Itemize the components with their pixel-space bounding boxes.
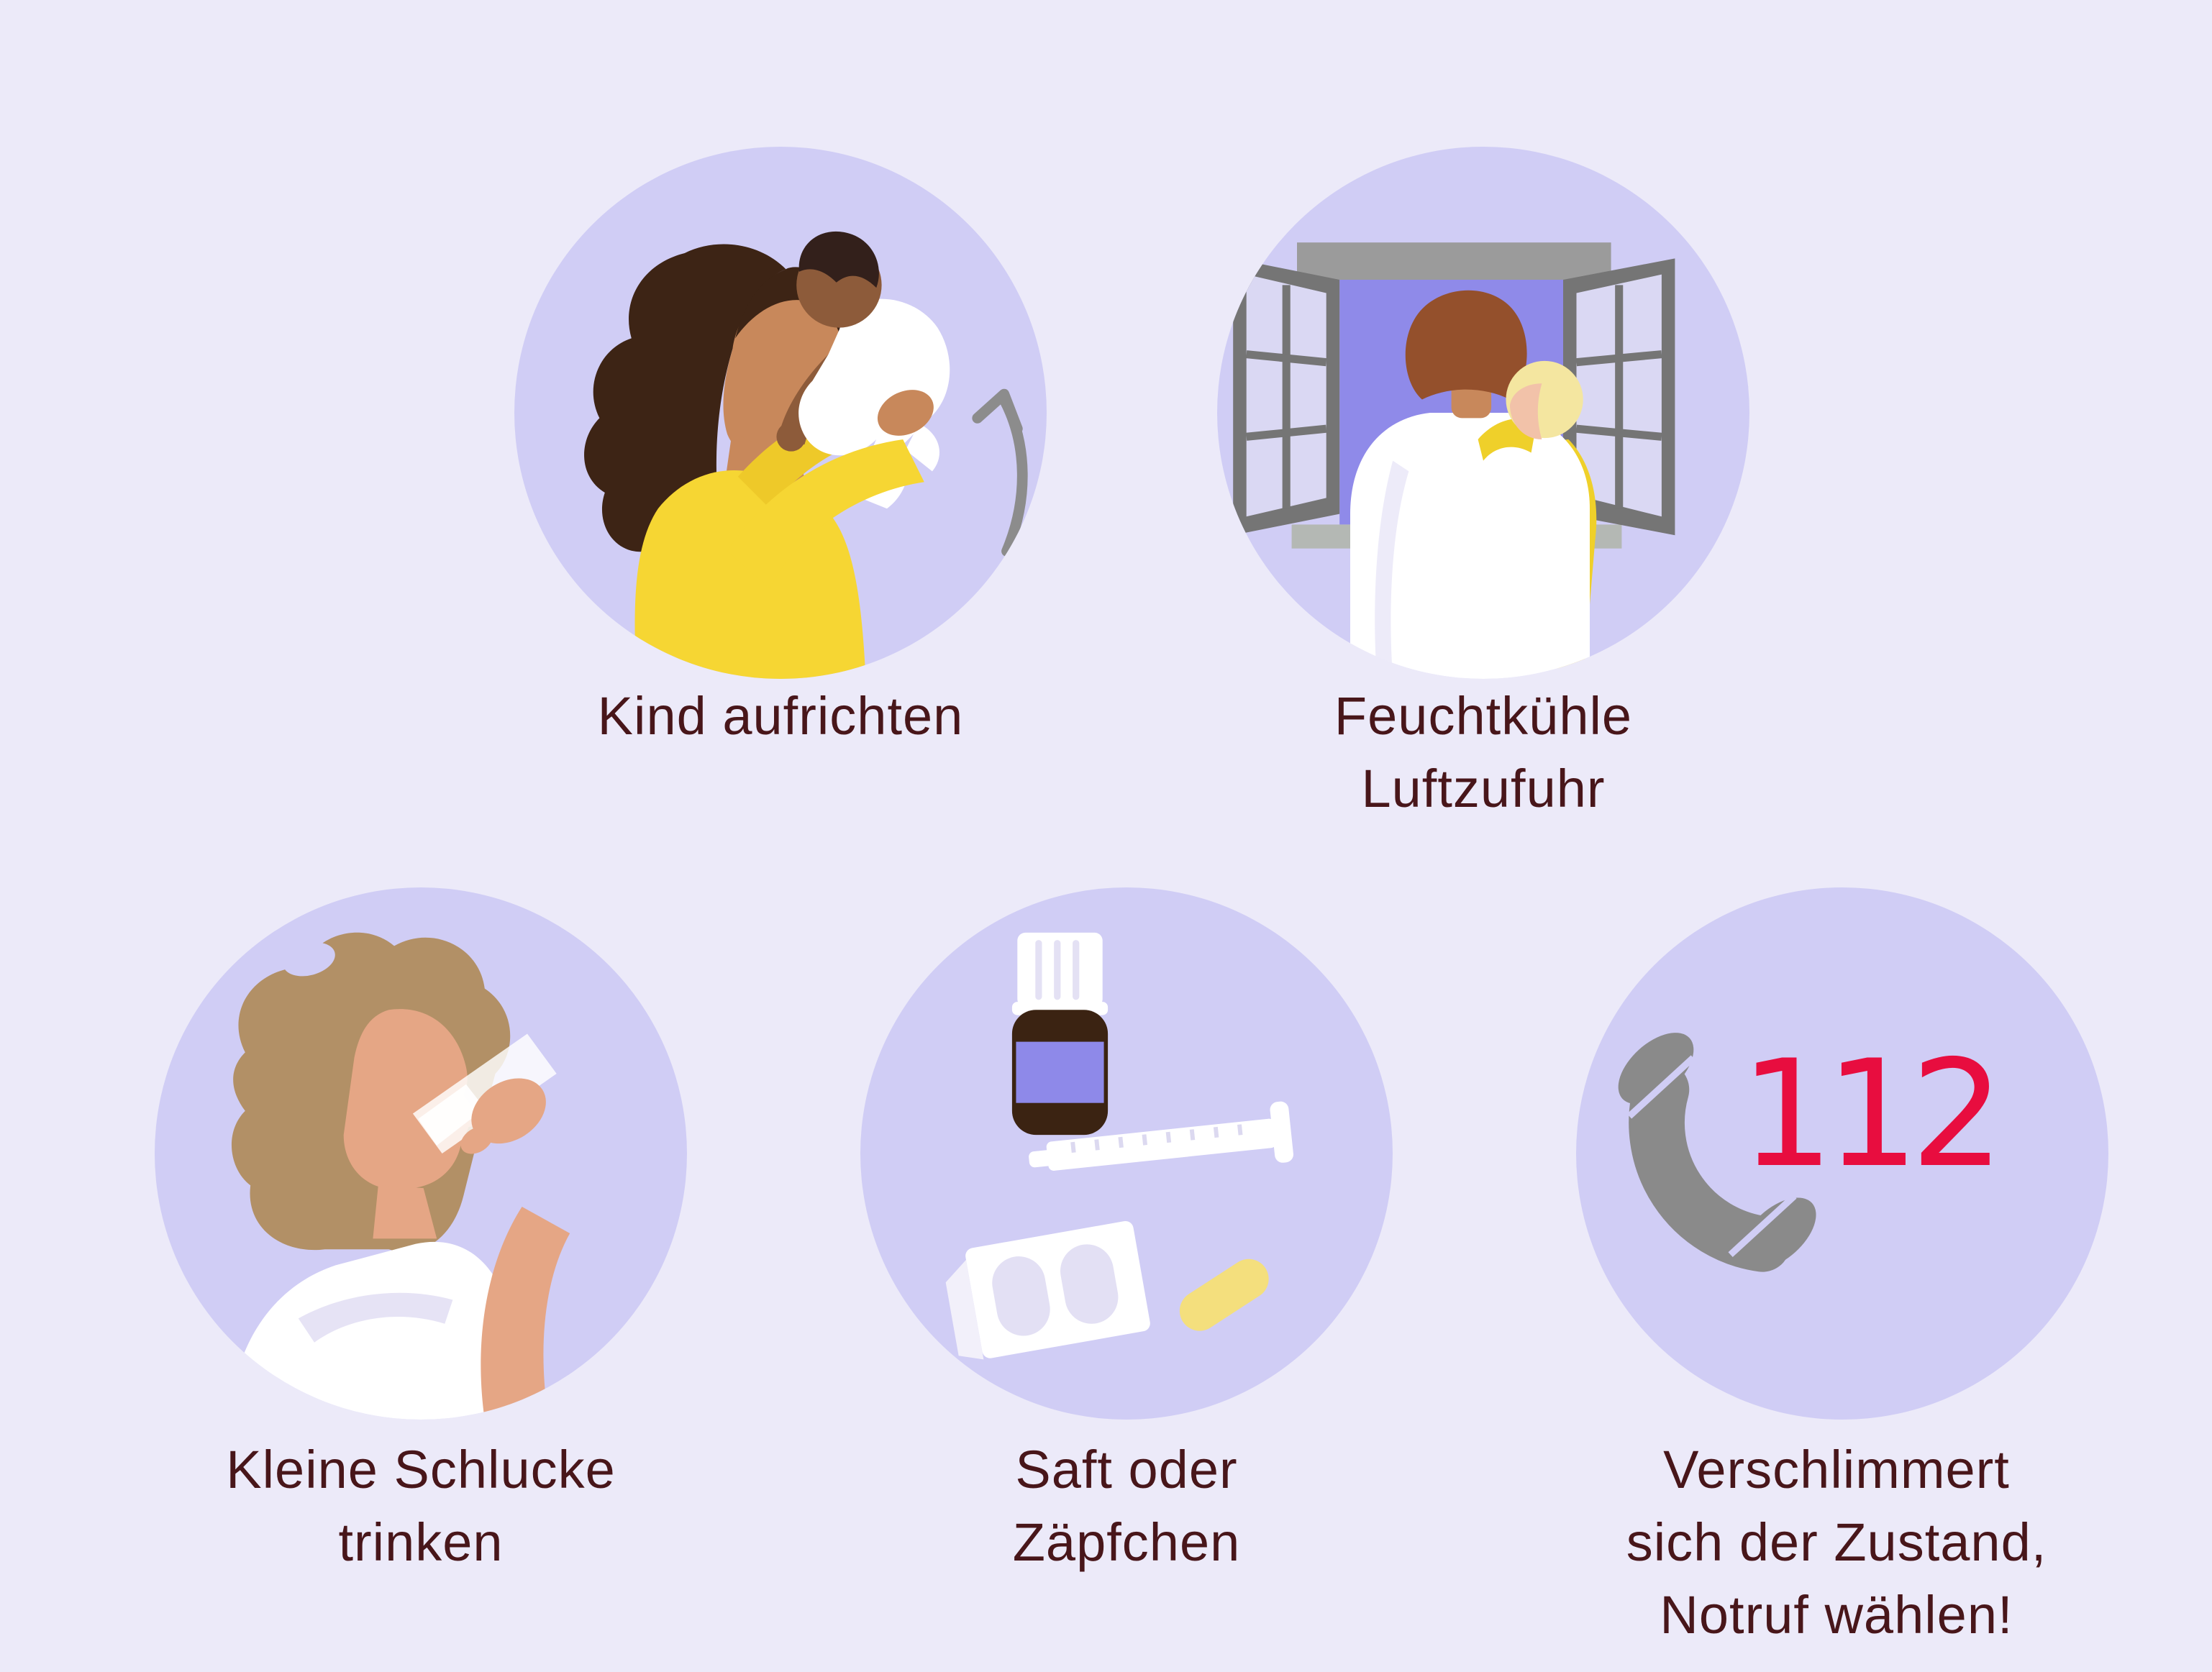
baby-head bbox=[1478, 360, 1583, 461]
girl-arm bbox=[460, 1078, 570, 1420]
girl-drinking-glass-illustration bbox=[229, 932, 570, 1420]
phone-112-illustration bbox=[1618, 1033, 1816, 1272]
phone-handset-icon bbox=[1618, 1033, 1816, 1272]
circle-saft-zaepfchen bbox=[860, 887, 1393, 1420]
suppository bbox=[1179, 1258, 1269, 1331]
circle-feuchtkuehle-luftzufuhr bbox=[1217, 147, 1749, 679]
caption-line: Feuchtkühle bbox=[1334, 686, 1633, 746]
caption-kind-aufrichten: Kind aufrichten bbox=[598, 680, 964, 752]
circle-kind-aufrichten bbox=[514, 147, 1047, 679]
caption-line: sich der Zustand, bbox=[1626, 1512, 2047, 1572]
caption-line: Kleine Schlucke bbox=[226, 1440, 616, 1499]
suppository-blister-pack bbox=[945, 1220, 1150, 1360]
caption-line: Luftzufuhr bbox=[1361, 759, 1606, 818]
up-arrow-icon bbox=[972, 388, 1028, 557]
caption-notruf: Verschlimmert sich der Zustand, Notruf w… bbox=[1626, 1433, 2047, 1651]
caption-kleine-schlucke: Kleine Schlucke trinken bbox=[226, 1433, 616, 1579]
caption-line: trinken bbox=[338, 1512, 504, 1572]
circle-kleine-schlucke bbox=[155, 887, 687, 1420]
mother-arm bbox=[727, 390, 934, 589]
emergency-number: 112 bbox=[1740, 1029, 2004, 1200]
medicine-bottle bbox=[1011, 932, 1109, 1136]
caption-line: Kind aufrichten bbox=[597, 686, 964, 746]
caption-line: Verschlimmert bbox=[1663, 1440, 2010, 1499]
caption-saft-zaepfchen: Saft oder Zäpfchen bbox=[1013, 1433, 1241, 1579]
medicine-illustration bbox=[945, 932, 1293, 1360]
parent-figure bbox=[1350, 290, 1590, 679]
caption-line: Zäpfchen bbox=[1012, 1512, 1241, 1572]
circle-notruf: 112 bbox=[1576, 887, 2108, 1420]
caption-line: Notruf wählen! bbox=[1660, 1585, 2013, 1645]
baby-figure bbox=[776, 231, 950, 509]
caption-feuchtkuehle-luftzufuhr: Feuchtkühle Luftzufuhr bbox=[1334, 680, 1632, 825]
girl-figure bbox=[229, 932, 511, 1420]
right-casement bbox=[1563, 258, 1675, 536]
parent-baby-open-window-illustration bbox=[1233, 242, 1675, 679]
caption-line: Saft oder bbox=[1015, 1440, 1238, 1499]
mother-lifting-baby-illustration bbox=[584, 231, 1028, 679]
dosing-syringe bbox=[1029, 1101, 1293, 1171]
left-casement bbox=[1233, 258, 1340, 536]
